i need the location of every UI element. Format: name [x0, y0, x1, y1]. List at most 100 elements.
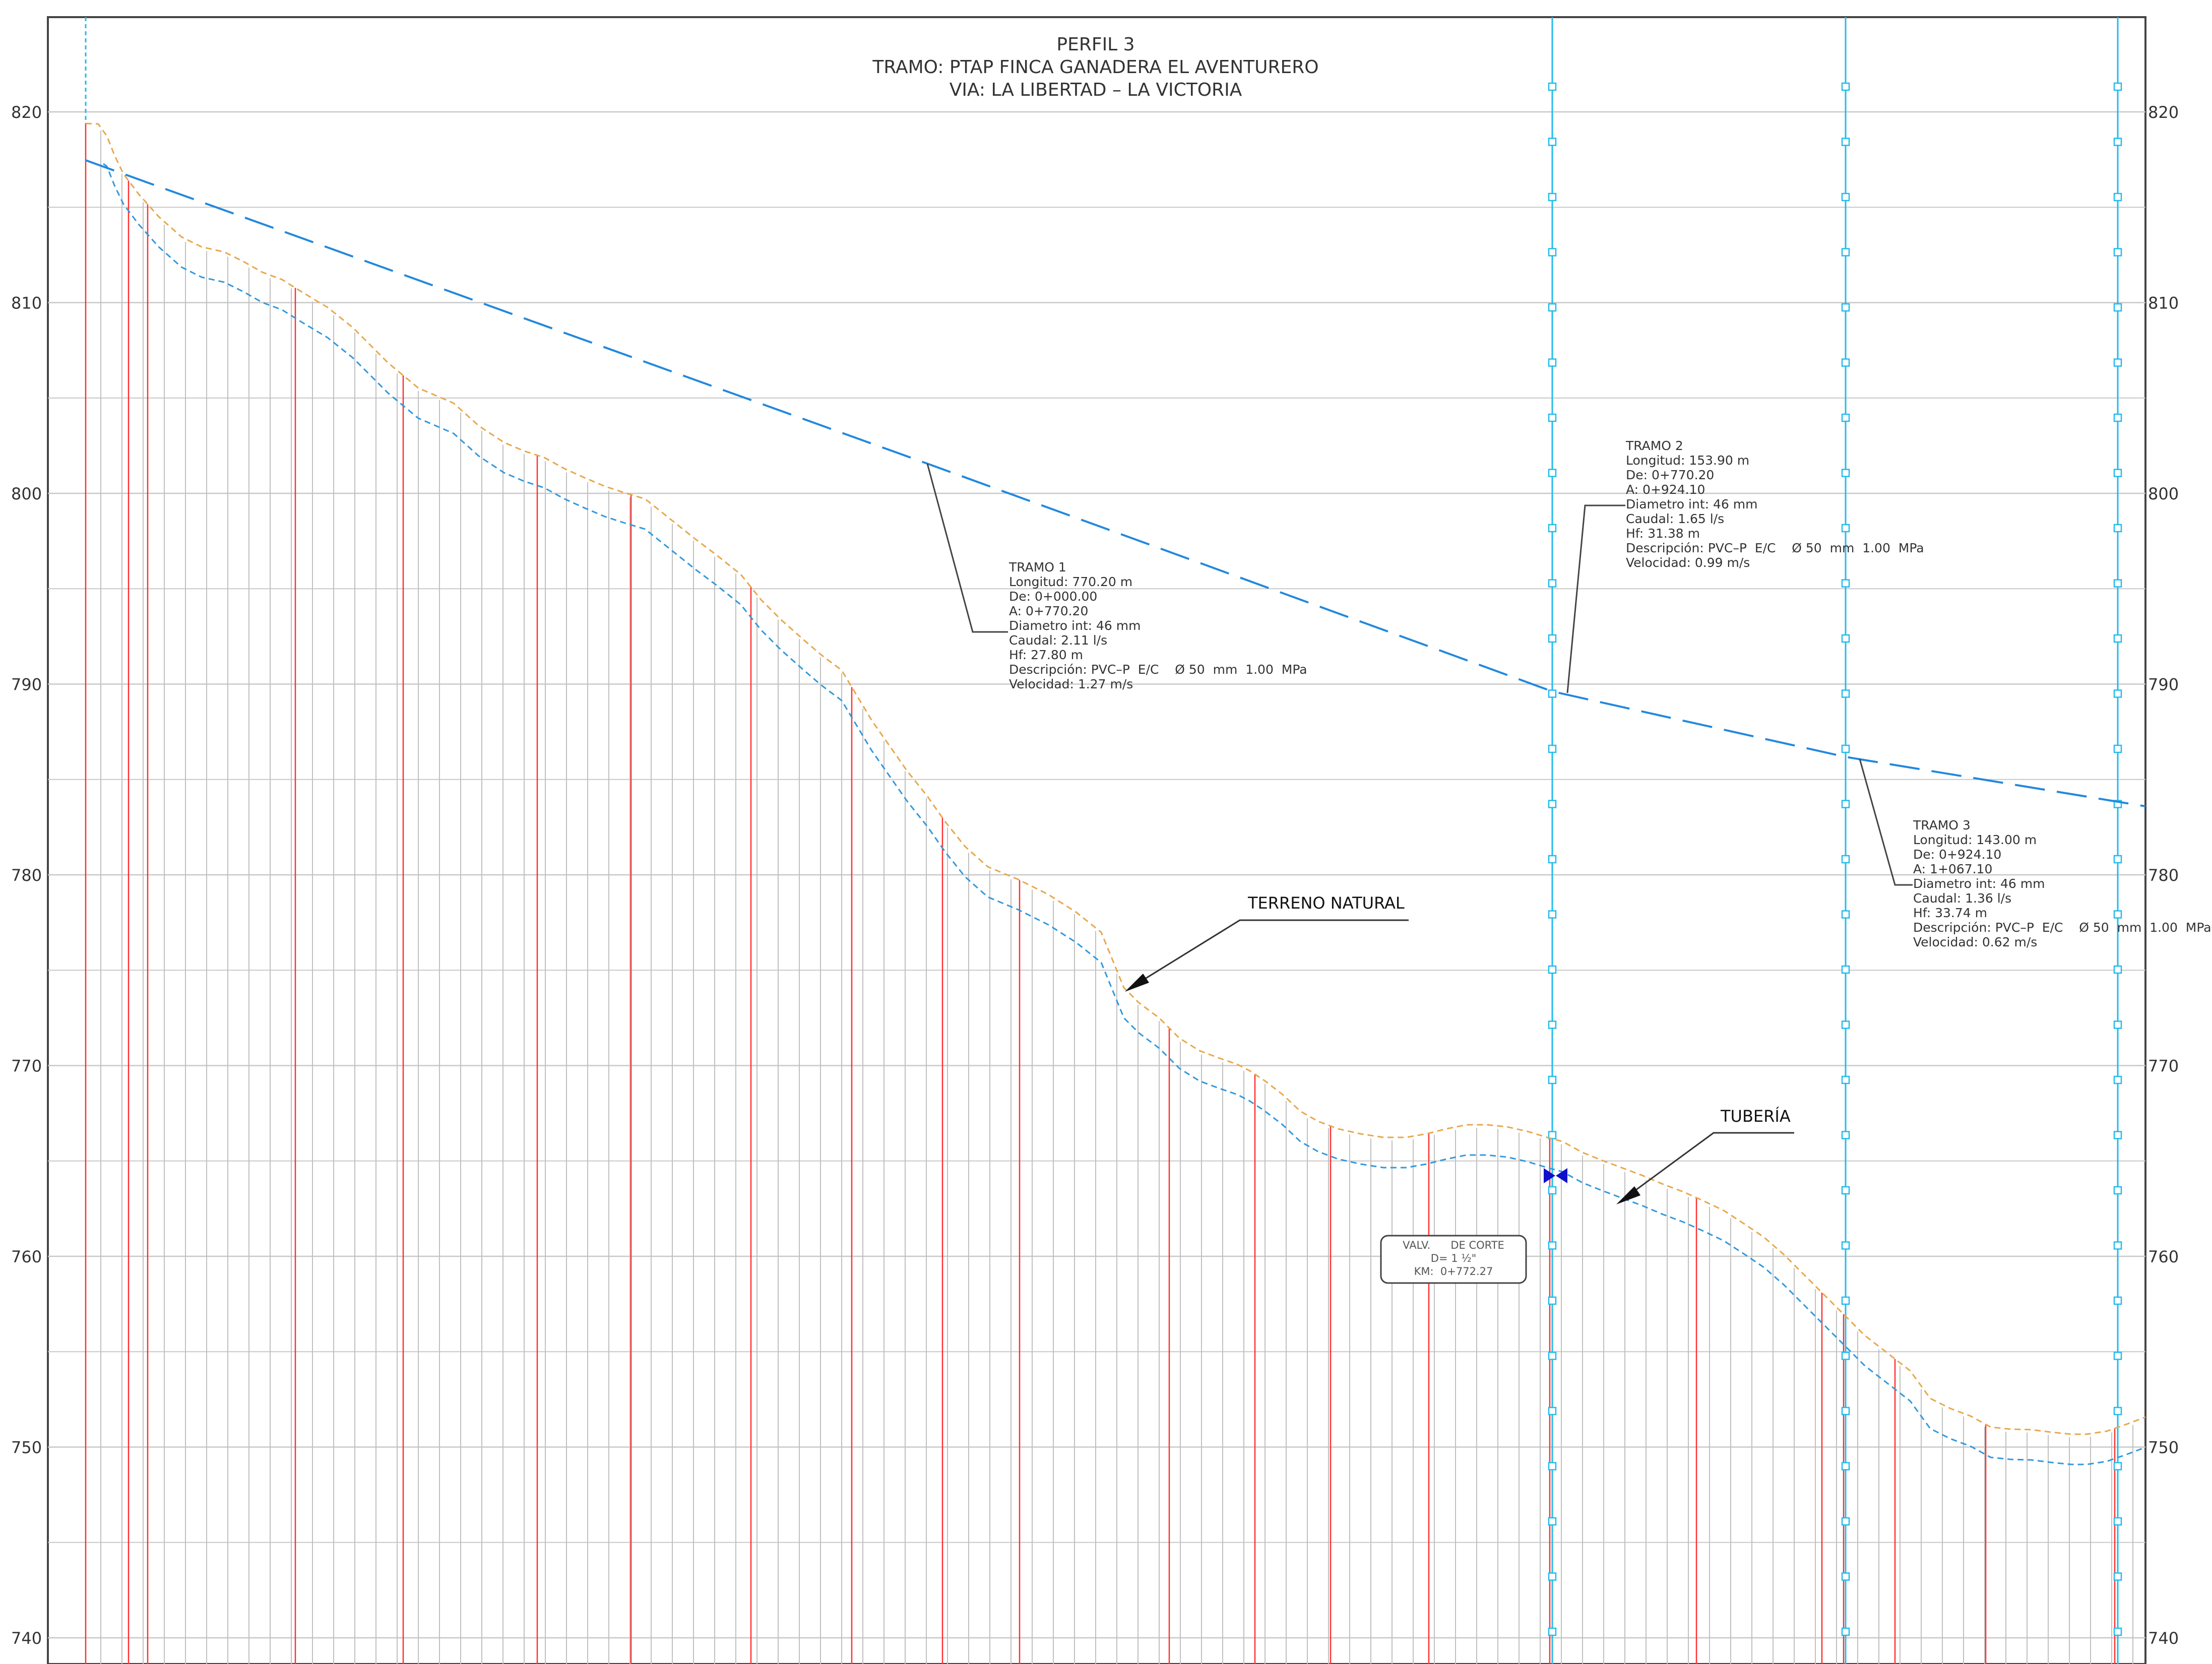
- column-marker: [1841, 1131, 1850, 1139]
- tramo-3-line-4: Diametro int: 46 mm: [1913, 876, 2045, 891]
- column-marker: [2113, 138, 2122, 146]
- column-marker: [1841, 579, 1850, 588]
- column-marker: [1548, 358, 1557, 367]
- column-marker: [1841, 1241, 1850, 1250]
- column-marker: [2113, 1131, 2122, 1139]
- tramo-1-line-7: Descripción: PVC–P E/C Ø 50 mm 1.00 MPa: [1009, 662, 1307, 677]
- column-marker: [1841, 413, 1850, 422]
- column-marker: [2113, 1517, 2122, 1526]
- column-marker: [1841, 303, 1850, 312]
- title-line-2: TRAMO: PTAP FINCA GANADERA EL AVENTURERO: [872, 57, 1318, 78]
- elevation-label-left: 760: [11, 1247, 42, 1266]
- column-marker: [2113, 1462, 2122, 1470]
- column-marker: [1841, 1352, 1850, 1360]
- terrain-profile-line: [85, 122, 2146, 1435]
- tuberia-arrowhead: [1616, 1186, 1640, 1204]
- column-marker: [1548, 1186, 1557, 1195]
- column-marker: [1841, 82, 1850, 91]
- column-marker: [1548, 1517, 1557, 1526]
- column-marker: [2113, 689, 2122, 698]
- column-marker: [1841, 1517, 1850, 1526]
- drawing-title: PERFIL 3 TRAMO: PTAP FINCA GANADERA EL A…: [872, 34, 1318, 100]
- column-marker: [2113, 1241, 2122, 1250]
- tramo-2-name: TRAMO 2: [1625, 438, 1683, 453]
- column-marker: [2113, 1296, 2122, 1305]
- column-marker: [1548, 1462, 1557, 1470]
- elevation-label-left: 740: [11, 1629, 42, 1648]
- valve-line-1: VALV. DE CORTE: [1403, 1239, 1504, 1251]
- tramo-2-line-1: Longitud: 153.90 m: [1626, 453, 1749, 468]
- column-marker: [1841, 1462, 1850, 1470]
- terreno-leader: [1128, 919, 1409, 990]
- tramo-2-line-5: Caudal: 1.65 l/s: [1626, 511, 1724, 526]
- tramo-1-leader: [926, 463, 1008, 633]
- tramo-1-line-4: Diametro int: 46 mm: [1009, 618, 1141, 633]
- elevation-label-right: 790: [2148, 675, 2179, 694]
- column-marker: [1548, 303, 1557, 312]
- column-marker: [1841, 965, 1850, 974]
- column-marker: [2113, 965, 2122, 974]
- column-marker: [1841, 358, 1850, 367]
- column-marker: [1841, 744, 1850, 753]
- column-marker: [1841, 469, 1850, 477]
- column-marker: [1548, 1131, 1557, 1139]
- column-marker: [2113, 1186, 2122, 1195]
- grid-layer: [48, 111, 2145, 1639]
- title-line-1: PERFIL 3: [1056, 34, 1134, 55]
- elevation-label-left: 790: [11, 675, 42, 694]
- tuberia-label: TUBERÍA: [1720, 1107, 1791, 1126]
- column-marker: [1548, 744, 1557, 753]
- column-marker: [2113, 193, 2122, 202]
- valve-line-3: KM: 0+772.27: [1414, 1265, 1493, 1277]
- tramo-3-line-1: Longitud: 143.00 m: [1913, 833, 2037, 847]
- valve-box: [1380, 1235, 1527, 1284]
- column-marker: [2113, 469, 2122, 477]
- column-marker: [2113, 358, 2122, 367]
- tramo-3-name: TRAMO 3: [1913, 818, 1971, 833]
- tramo-1-line-5: Caudal: 2.11 l/s: [1009, 633, 1107, 648]
- elevation-axis-layer: 820 820 810 810 800 800 790 790 780 780 770 770 760 7…: [11, 103, 2179, 1648]
- column-marker: [1548, 579, 1557, 588]
- tramo-3-line-8: Velocidad: 0.62 m/s: [1913, 935, 2037, 949]
- column-marker: [1548, 248, 1557, 257]
- column-marker: [1841, 524, 1850, 533]
- elevation-label-right: 750: [2148, 1438, 2179, 1457]
- column-marker: [1841, 1406, 1850, 1416]
- hydraulic-gradient-line: [85, 159, 2146, 807]
- column-marker: [1548, 910, 1557, 919]
- elevation-label-left: 770: [11, 1057, 42, 1076]
- column-marker: [1841, 1186, 1850, 1195]
- column-marker: [1548, 1406, 1557, 1416]
- elevation-label-right: 800: [2148, 484, 2179, 503]
- column-marker: [2113, 82, 2122, 91]
- elevation-label-right: 770: [2148, 1057, 2179, 1076]
- column-marker: [1841, 800, 1850, 808]
- elevation-label-right: 740: [2148, 1629, 2179, 1648]
- column-marker: [1548, 1572, 1557, 1581]
- elevation-label-right: 810: [2148, 294, 2179, 313]
- column-marker: [2113, 1406, 2122, 1416]
- column-marker: [1841, 1296, 1850, 1305]
- column-marker: [1841, 689, 1850, 698]
- title-line-3: VIA: LA LIBERTAD – LA VICTORIA: [950, 80, 1242, 100]
- column-marker: [2113, 910, 2122, 919]
- tramo-2-line-7: Descripción: PVC–P E/C Ø 50 mm 1.00 MPa: [1626, 541, 1924, 555]
- column-marker: [1841, 193, 1850, 202]
- elevation-label-right: 780: [2148, 866, 2179, 885]
- station-layer: [85, 123, 2133, 1664]
- column-marker: [1841, 1627, 1850, 1636]
- elevation-label-left: 750: [11, 1438, 42, 1457]
- column-marker: [1841, 634, 1850, 643]
- tramo-3-line-5: Caudal: 1.36 l/s: [1913, 891, 2011, 906]
- column-marker: [2113, 1627, 2122, 1636]
- column-marker: [1841, 1572, 1850, 1581]
- column-marker: [1548, 193, 1557, 202]
- column-marker: [1548, 1020, 1557, 1029]
- cyan-column-layer: [85, 17, 2122, 1664]
- column-marker: [1841, 910, 1850, 919]
- elevation-label-right: 820: [2148, 103, 2179, 122]
- tramo-2-leader: [1566, 504, 1625, 693]
- column-marker: [2113, 1075, 2122, 1084]
- column-marker: [2113, 524, 2122, 533]
